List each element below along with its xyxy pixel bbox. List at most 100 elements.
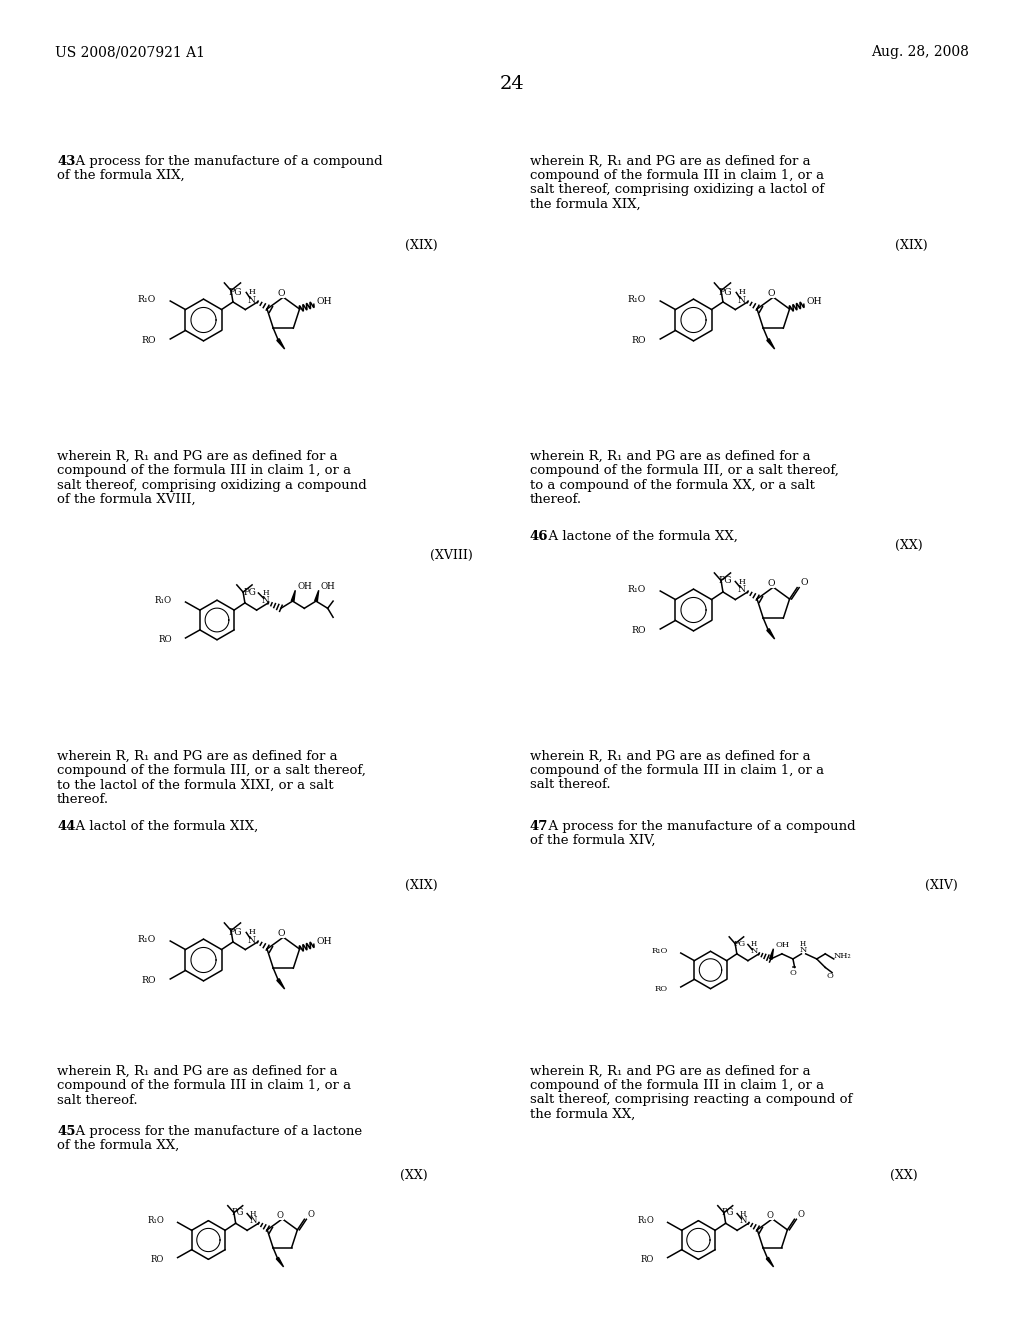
Text: wherein R, R₁ and PG are as defined for a: wherein R, R₁ and PG are as defined for … [530, 750, 811, 763]
Text: OH: OH [316, 297, 333, 306]
Text: RO: RO [655, 985, 668, 993]
Text: of the formula XX,: of the formula XX, [57, 1139, 179, 1152]
Text: H: H [800, 940, 806, 948]
Text: N: N [248, 936, 256, 945]
Text: compound of the formula III in claim 1, or a: compound of the formula III in claim 1, … [57, 1080, 351, 1092]
Text: compound of the formula III in claim 1, or a: compound of the formula III in claim 1, … [530, 169, 824, 182]
Text: 47: 47 [530, 820, 549, 833]
Text: . A process for the manufacture of a compound: . A process for the manufacture of a com… [68, 154, 383, 168]
Text: O: O [767, 1210, 774, 1220]
Text: the formula XIX,: the formula XIX, [530, 198, 641, 211]
Text: R₁O: R₁O [147, 1216, 165, 1225]
Text: H: H [250, 1209, 257, 1217]
Text: N: N [248, 296, 256, 305]
Text: 44: 44 [57, 820, 76, 833]
Text: OH: OH [316, 937, 333, 946]
Text: N: N [262, 595, 269, 605]
Text: salt thereof, comprising oxidizing a compound: salt thereof, comprising oxidizing a com… [57, 479, 367, 491]
Polygon shape [276, 978, 285, 989]
Text: (XX): (XX) [890, 1168, 918, 1181]
Text: O: O [278, 289, 285, 298]
Text: O: O [768, 289, 775, 298]
Text: (XX): (XX) [400, 1168, 428, 1181]
Text: N: N [250, 1216, 257, 1225]
Text: compound of the formula III, or a salt thereof,: compound of the formula III, or a salt t… [57, 764, 366, 777]
Text: wherein R, R₁ and PG are as defined for a: wherein R, R₁ and PG are as defined for … [57, 750, 338, 763]
Text: O: O [790, 969, 797, 977]
Text: OH: OH [807, 297, 822, 306]
Text: thereof.: thereof. [530, 492, 582, 506]
Text: RO: RO [641, 1255, 654, 1263]
Text: R₁O: R₁O [651, 948, 668, 956]
Text: . A process for the manufacture of a compound: . A process for the manufacture of a com… [541, 820, 856, 833]
Text: thereof.: thereof. [57, 793, 110, 805]
Text: OH: OH [321, 582, 335, 591]
Text: RO: RO [632, 627, 646, 635]
Text: H: H [249, 928, 255, 936]
Polygon shape [276, 339, 285, 348]
Text: RO: RO [632, 337, 646, 346]
Text: H: H [740, 1209, 746, 1217]
Text: O: O [768, 579, 775, 587]
Text: O: O [798, 1209, 805, 1218]
Text: compound of the formula III in claim 1, or a: compound of the formula III in claim 1, … [530, 764, 824, 777]
Text: (XVIII): (XVIII) [430, 549, 473, 561]
Text: H: H [262, 589, 269, 597]
Text: H: H [738, 289, 745, 297]
Text: wherein R, R₁ and PG are as defined for a: wherein R, R₁ and PG are as defined for … [530, 450, 811, 463]
Text: RO: RO [141, 337, 156, 346]
Text: wherein R, R₁ and PG are as defined for a: wherein R, R₁ and PG are as defined for … [57, 1065, 338, 1078]
Text: Aug. 28, 2008: Aug. 28, 2008 [871, 45, 969, 59]
Text: O: O [278, 929, 285, 939]
Text: H: H [751, 940, 757, 949]
Text: PG: PG [232, 1208, 245, 1217]
Text: salt thereof, comprising reacting a compound of: salt thereof, comprising reacting a comp… [530, 1093, 852, 1106]
Text: PG: PG [719, 288, 732, 297]
Text: PG: PG [228, 288, 243, 297]
Text: PG: PG [722, 1208, 734, 1217]
Text: salt thereof.: salt thereof. [530, 779, 610, 792]
Polygon shape [766, 1258, 773, 1267]
Text: N: N [739, 1216, 748, 1225]
Text: H: H [738, 578, 745, 586]
Text: 45: 45 [57, 1125, 76, 1138]
Text: N: N [738, 585, 746, 594]
Text: NH₂: NH₂ [834, 952, 852, 960]
Text: 43: 43 [57, 154, 76, 168]
Text: H: H [249, 289, 255, 297]
Text: N: N [800, 946, 807, 954]
Polygon shape [767, 628, 774, 639]
Text: RO: RO [141, 977, 156, 986]
Polygon shape [291, 590, 295, 602]
Text: OH: OH [297, 582, 312, 591]
Text: . A process for the manufacture of a lactone: . A process for the manufacture of a lac… [68, 1125, 362, 1138]
Text: wherein R, R₁ and PG are as defined for a: wherein R, R₁ and PG are as defined for … [530, 154, 811, 168]
Text: compound of the formula III, or a salt thereof,: compound of the formula III, or a salt t… [530, 465, 839, 478]
Polygon shape [770, 949, 773, 960]
Text: PG: PG [244, 587, 257, 597]
Text: US 2008/0207921 A1: US 2008/0207921 A1 [55, 45, 205, 59]
Text: . A lactol of the formula XIX,: . A lactol of the formula XIX, [68, 820, 259, 833]
Text: R₁O: R₁O [138, 935, 156, 944]
Text: (XIX): (XIX) [895, 239, 928, 252]
Text: O: O [307, 1209, 314, 1218]
Text: R₁O: R₁O [628, 585, 646, 594]
Text: of the formula XVIII,: of the formula XVIII, [57, 492, 196, 506]
Text: N: N [738, 296, 746, 305]
Text: (XIX): (XIX) [406, 879, 437, 891]
Text: O: O [827, 972, 834, 979]
Text: to the lactol of the formula XIXI, or a salt: to the lactol of the formula XIXI, or a … [57, 779, 334, 792]
Text: compound of the formula III in claim 1, or a: compound of the formula III in claim 1, … [530, 1080, 824, 1092]
Text: O: O [800, 578, 808, 587]
Text: OH: OH [775, 941, 790, 949]
Text: 46: 46 [530, 531, 549, 543]
Text: 24: 24 [500, 75, 524, 92]
Text: R₁O: R₁O [638, 1216, 654, 1225]
Text: (XIV): (XIV) [925, 879, 957, 891]
Text: to a compound of the formula XX, or a salt: to a compound of the formula XX, or a sa… [530, 479, 815, 491]
Text: (XX): (XX) [895, 539, 923, 552]
Text: compound of the formula III in claim 1, or a: compound of the formula III in claim 1, … [57, 465, 351, 478]
Text: PG: PG [719, 576, 732, 585]
Text: RO: RO [159, 635, 172, 644]
Text: PG: PG [733, 940, 745, 948]
